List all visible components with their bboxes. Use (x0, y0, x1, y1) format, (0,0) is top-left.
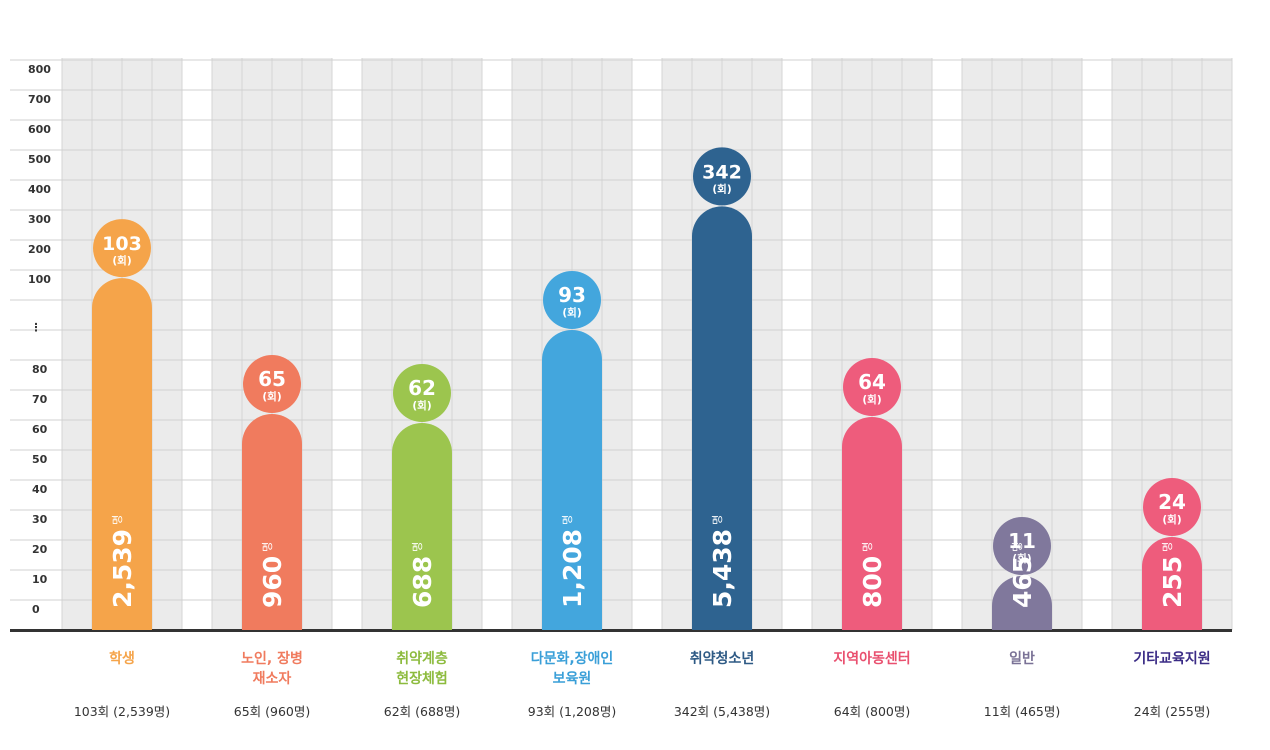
summary-label: 11회 (465명) (984, 704, 1061, 719)
bar (392, 423, 452, 630)
people-count-label: 255명 (1158, 542, 1187, 608)
summary-label: 24회 (255명) (1134, 704, 1211, 719)
bar (992, 576, 1052, 630)
session-unit-label: (회) (1012, 552, 1031, 565)
category-label: 재소자 (253, 671, 292, 687)
category-label: 노인, 장병 (241, 650, 303, 667)
people-count-label: 800명 (858, 542, 887, 608)
category-label: 학생 (109, 651, 135, 667)
axis-break-label: ⋮ (31, 321, 42, 334)
session-count-label: 11 (1008, 529, 1036, 553)
category-label: 보육원 (553, 671, 592, 687)
y-tick-label: 700 (28, 93, 51, 106)
y-tick-label: 10 (32, 573, 48, 586)
session-bubble (243, 355, 301, 413)
session-count-label: 103 (102, 233, 142, 255)
y-axis: 800700600500400300200100⋮807060504030201… (28, 63, 51, 616)
session-unit-label: (회) (1162, 513, 1181, 526)
session-count-label: 24 (1158, 490, 1186, 514)
y-tick-label: 300 (28, 213, 51, 226)
people-count-label: 1,208명 (558, 515, 587, 608)
session-bubble (543, 271, 601, 329)
bar (1142, 537, 1202, 630)
y-tick-label: 600 (28, 123, 51, 136)
people-count-label: 465명 (1008, 542, 1037, 608)
session-bubble (1143, 478, 1201, 536)
category-label: 취약청소년 (690, 650, 754, 667)
summary-label: 342회 (5,438명) (674, 704, 770, 719)
summary-label: 62회 (688명) (384, 704, 461, 719)
y-tick-label: 400 (28, 183, 51, 196)
y-tick-label: 30 (32, 513, 48, 526)
y-tick-label: 40 (32, 483, 48, 496)
session-count-label: 342 (702, 161, 742, 183)
y-tick-label: 70 (32, 393, 48, 406)
session-unit-label: (회) (562, 306, 581, 319)
summary-label: 65회 (960명) (234, 704, 311, 719)
y-tick-label: 50 (32, 453, 48, 466)
summary-label: 93회 (1,208명) (528, 704, 616, 719)
session-unit-label: (회) (412, 399, 431, 412)
session-bubble (93, 219, 151, 278)
people-count-label: 2,539명 (108, 515, 137, 608)
session-unit-label: (회) (862, 393, 881, 406)
summary-label: 64회 (800명) (834, 704, 911, 719)
session-count-label: 65 (258, 367, 286, 391)
category-label: 취약계층 (396, 650, 448, 667)
y-tick-label: 20 (32, 543, 48, 556)
category-label: 다문화,장애인 (531, 650, 614, 667)
category-label: 기타교육지원 (1133, 651, 1210, 667)
session-bubble (993, 517, 1051, 575)
category-label: 현장체험 (396, 670, 448, 687)
y-tick-label: 500 (28, 153, 51, 166)
session-bubble (393, 364, 451, 422)
y-tick-label: 80 (32, 363, 48, 376)
y-tick-label: 200 (28, 243, 51, 256)
session-unit-label: (회) (262, 390, 281, 403)
y-tick-label: 0 (32, 603, 40, 616)
bar (842, 417, 902, 630)
category-label: 일반 (1009, 650, 1035, 667)
y-tick-label: 60 (32, 423, 48, 436)
people-count-label: 5,438명 (708, 515, 737, 608)
bar (542, 330, 602, 630)
session-count-label: 64 (858, 370, 886, 394)
summary-label: 103회 (2,539명) (74, 704, 170, 719)
session-count-label: 62 (408, 376, 436, 400)
category-label: 지역아동센터 (833, 650, 910, 667)
people-count-label: 688명 (408, 542, 437, 608)
bar (92, 278, 152, 630)
bar (692, 206, 752, 630)
y-tick-label: 100 (28, 273, 51, 286)
session-bubble (693, 147, 751, 206)
session-unit-label: (회) (712, 182, 731, 195)
bar (242, 414, 302, 630)
session-unit-label: (회) (112, 254, 131, 267)
session-count-label: 93 (558, 283, 586, 307)
x-axis-baseline (10, 629, 1232, 632)
people-count-label: 960명 (258, 542, 287, 608)
y-tick-label: 800 (28, 63, 51, 76)
session-bubble (843, 358, 901, 416)
